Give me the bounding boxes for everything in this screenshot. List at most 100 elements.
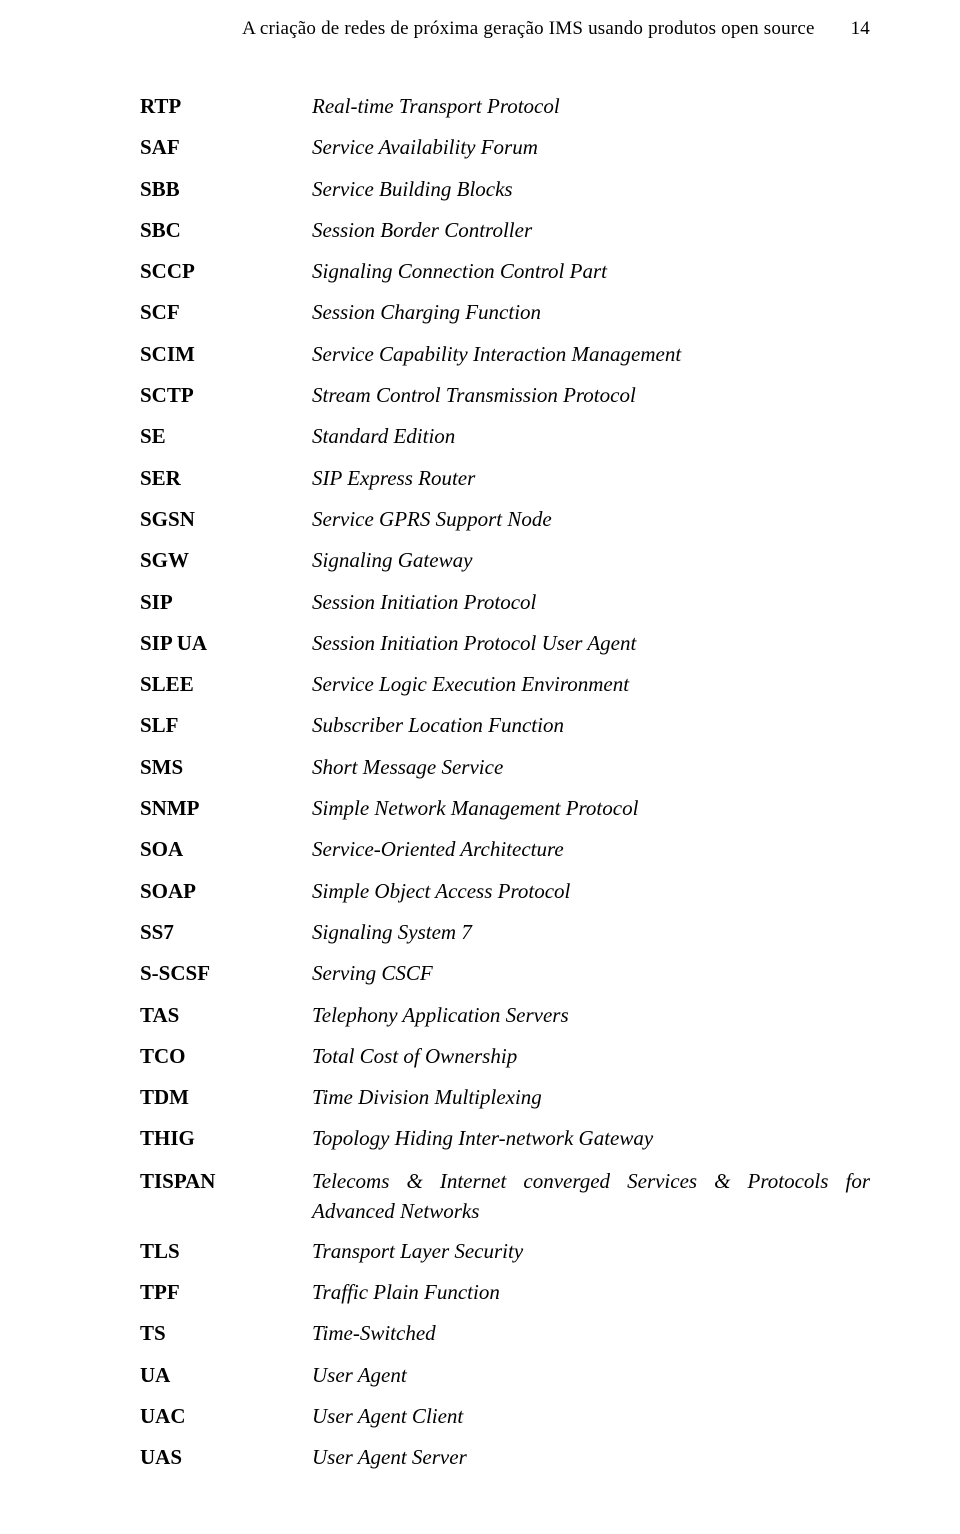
glossary-row: SCCPSignaling Connection Control Part: [140, 251, 870, 292]
glossary-definition: Service GPRS Support Node: [312, 499, 870, 540]
glossary-row: SLEEService Logic Execution Environment: [140, 664, 870, 705]
glossary-row: SLFSubscriber Location Function: [140, 705, 870, 746]
glossary-definition: Telecoms & Internet converged Services &…: [312, 1160, 870, 1231]
glossary-abbr: SS7: [140, 912, 312, 953]
glossary-abbr: SMS: [140, 747, 312, 788]
glossary-abbr: SE: [140, 416, 312, 457]
glossary-abbr: THIG: [140, 1118, 312, 1159]
glossary-row: SOAPSimple Object Access Protocol: [140, 871, 870, 912]
glossary-definition: Time Division Multiplexing: [312, 1077, 870, 1118]
glossary-abbr: SNMP: [140, 788, 312, 829]
glossary-abbr: SGSN: [140, 499, 312, 540]
glossary-row: THIGTopology Hiding Inter-network Gatewa…: [140, 1118, 870, 1159]
header-title: A criação de redes de próxima geração IM…: [242, 18, 815, 40]
glossary-row: TLSTransport Layer Security: [140, 1231, 870, 1272]
glossary-definition: Real-time Transport Protocol: [312, 86, 870, 127]
glossary-definition: Standard Edition: [312, 416, 870, 457]
glossary-row: TCOTotal Cost of Ownership: [140, 1036, 870, 1077]
glossary-row: SBCSession Border Controller: [140, 210, 870, 251]
glossary-abbr: UA: [140, 1355, 312, 1396]
glossary-abbr: SGW: [140, 540, 312, 581]
glossary-definition: Short Message Service: [312, 747, 870, 788]
glossary-definition: Session Initiation Protocol User Agent: [312, 623, 870, 664]
glossary-abbr: S-SCSF: [140, 953, 312, 994]
glossary-row: SGWSignaling Gateway: [140, 540, 870, 581]
glossary-abbr: TAS: [140, 995, 312, 1036]
glossary-abbr: SCIM: [140, 334, 312, 375]
glossary-body: RTPReal-time Transport ProtocolSAFServic…: [140, 86, 870, 1479]
glossary-row: SGSNService GPRS Support Node: [140, 499, 870, 540]
glossary-definition: Simple Object Access Protocol: [312, 871, 870, 912]
glossary-definition: Traffic Plain Function: [312, 1272, 870, 1313]
glossary-row: SNMPSimple Network Management Protocol: [140, 788, 870, 829]
header-page-number: 14: [851, 18, 870, 40]
glossary-abbr: TCO: [140, 1036, 312, 1077]
glossary-abbr: SLEE: [140, 664, 312, 705]
glossary-definition: SIP Express Router: [312, 458, 870, 499]
glossary-row: SCFSession Charging Function: [140, 292, 870, 333]
glossary-row: TASTelephony Application Servers: [140, 995, 870, 1036]
glossary-abbr: SAF: [140, 127, 312, 168]
glossary-abbr: SCCP: [140, 251, 312, 292]
glossary-row: SMSShort Message Service: [140, 747, 870, 788]
glossary-abbr: RTP: [140, 86, 312, 127]
glossary-row: SERSIP Express Router: [140, 458, 870, 499]
glossary-row: RTPReal-time Transport Protocol: [140, 86, 870, 127]
glossary-abbr: TISPAN: [140, 1160, 312, 1231]
page-header: A criação de redes de próxima geração IM…: [140, 18, 870, 40]
glossary-abbr: TDM: [140, 1077, 312, 1118]
glossary-definition: Session Initiation Protocol: [312, 582, 870, 623]
glossary-definition: Serving CSCF: [312, 953, 870, 994]
glossary-abbr: SOA: [140, 829, 312, 870]
glossary-table: RTPReal-time Transport ProtocolSAFServic…: [140, 86, 870, 1479]
glossary-definition: User Agent Client: [312, 1396, 870, 1437]
document-page: A criação de redes de próxima geração IM…: [0, 0, 960, 1519]
glossary-row: TISPANTelecoms & Internet converged Serv…: [140, 1160, 870, 1231]
glossary-abbr: UAC: [140, 1396, 312, 1437]
glossary-abbr: TLS: [140, 1231, 312, 1272]
glossary-row: SCTPStream Control Transmission Protocol: [140, 375, 870, 416]
glossary-row: SEStandard Edition: [140, 416, 870, 457]
glossary-definition: Subscriber Location Function: [312, 705, 870, 746]
glossary-definition: Signaling System 7: [312, 912, 870, 953]
glossary-definition: Time-Switched: [312, 1313, 870, 1354]
glossary-definition: Signaling Gateway: [312, 540, 870, 581]
glossary-definition: Session Border Controller: [312, 210, 870, 251]
glossary-row: TDMTime Division Multiplexing: [140, 1077, 870, 1118]
glossary-row: SBBService Building Blocks: [140, 169, 870, 210]
glossary-row: SOAService-Oriented Architecture: [140, 829, 870, 870]
glossary-definition: Telephony Application Servers: [312, 995, 870, 1036]
glossary-abbr: SLF: [140, 705, 312, 746]
glossary-definition: Session Charging Function: [312, 292, 870, 333]
glossary-row: UACUser Agent Client: [140, 1396, 870, 1437]
glossary-definition: Service Logic Execution Environment: [312, 664, 870, 705]
glossary-abbr: TS: [140, 1313, 312, 1354]
glossary-abbr: SIP: [140, 582, 312, 623]
glossary-abbr: SCF: [140, 292, 312, 333]
glossary-abbr: TPF: [140, 1272, 312, 1313]
glossary-row: TPFTraffic Plain Function: [140, 1272, 870, 1313]
glossary-definition: Topology Hiding Inter-network Gateway: [312, 1118, 870, 1159]
glossary-abbr: SOAP: [140, 871, 312, 912]
glossary-definition: Transport Layer Security: [312, 1231, 870, 1272]
glossary-definition: Service Availability Forum: [312, 127, 870, 168]
glossary-definition: Signaling Connection Control Part: [312, 251, 870, 292]
glossary-row: SS7Signaling System 7: [140, 912, 870, 953]
glossary-definition: Total Cost of Ownership: [312, 1036, 870, 1077]
glossary-row: SCIMService Capability Interaction Manag…: [140, 334, 870, 375]
glossary-definition: User Agent: [312, 1355, 870, 1396]
glossary-row: SIPSession Initiation Protocol: [140, 582, 870, 623]
glossary-definition: Service Capability Interaction Managemen…: [312, 334, 870, 375]
glossary-abbr: SIP UA: [140, 623, 312, 664]
glossary-row: SAFService Availability Forum: [140, 127, 870, 168]
glossary-row: S-SCSFServing CSCF: [140, 953, 870, 994]
glossary-abbr: SER: [140, 458, 312, 499]
glossary-definition: Simple Network Management Protocol: [312, 788, 870, 829]
glossary-row: SIP UASession Initiation Protocol User A…: [140, 623, 870, 664]
glossary-abbr: SBB: [140, 169, 312, 210]
glossary-row: UASUser Agent Server: [140, 1437, 870, 1478]
glossary-definition: User Agent Server: [312, 1437, 870, 1478]
glossary-definition: Stream Control Transmission Protocol: [312, 375, 870, 416]
glossary-abbr: SCTP: [140, 375, 312, 416]
glossary-definition: Service Building Blocks: [312, 169, 870, 210]
